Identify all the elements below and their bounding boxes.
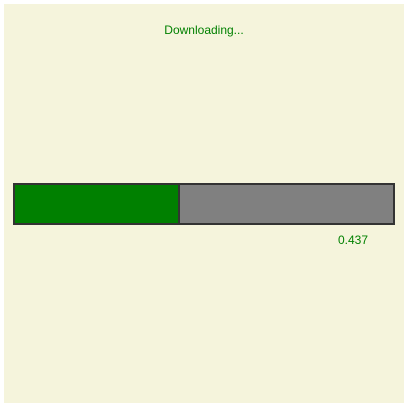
status-label: Downloading...: [164, 23, 244, 37]
download-panel: Downloading... 0.437: [4, 4, 404, 403]
progress-bar: [13, 183, 395, 225]
progress-value-label: 0.437: [338, 233, 369, 247]
progress-bar-fill: [15, 185, 181, 223]
